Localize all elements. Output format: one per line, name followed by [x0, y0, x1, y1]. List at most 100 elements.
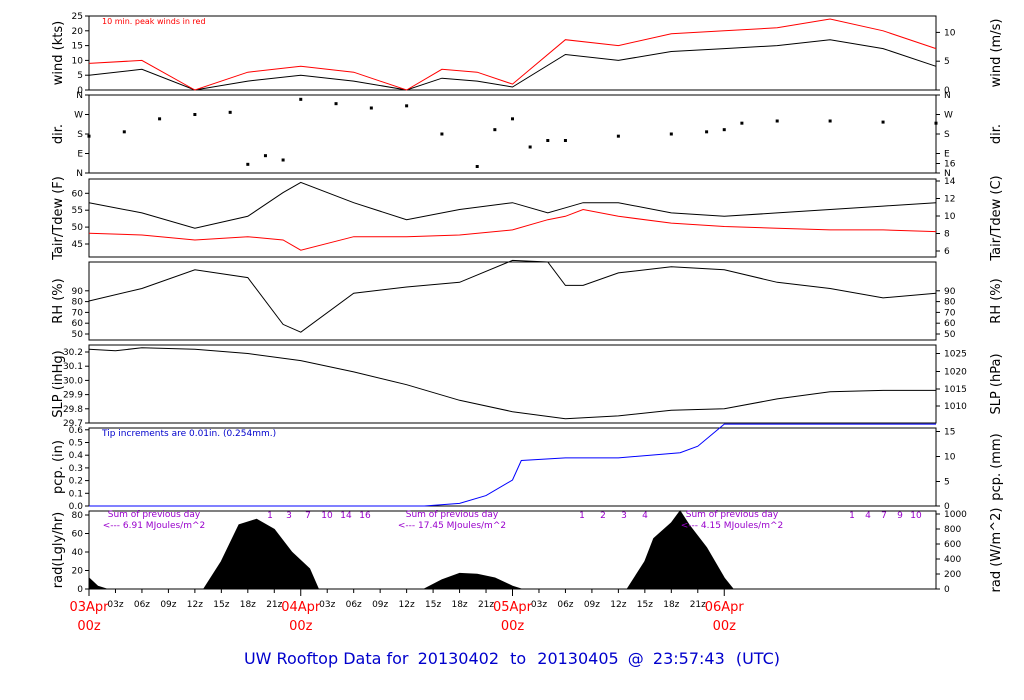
- y-axis-label-right: rad (W/m^2): [989, 508, 1004, 593]
- x-date-hour: 00z: [713, 619, 737, 634]
- y-tick-label: 25: [72, 12, 83, 22]
- series-wind: [88, 39, 937, 91]
- x-tick-label: 09z: [584, 600, 600, 610]
- series-Tair: [88, 181, 937, 229]
- y-tick-label: S: [77, 130, 83, 140]
- panel-annotation: 10 min. peak winds in red: [102, 17, 206, 26]
- y-tick-label-right: 800: [944, 525, 961, 535]
- rad-sum-label: Sum of previous day: [108, 510, 201, 520]
- y-tick-label-right: 1000: [944, 510, 967, 520]
- y-axis-label-right: RH (%): [989, 278, 1004, 323]
- rad-sum-value: <--- 4.15 MJoules/m^2: [681, 521, 783, 531]
- panel-slp: 29.7 29.8 29.9 30.0 30.1 30.2 1010 1015 1020 1025…: [51, 344, 1004, 429]
- x-tick-label: 06z: [134, 600, 150, 610]
- x-tick-label: 06z: [346, 600, 362, 610]
- rad-sum-label: Sum of previous day: [406, 510, 499, 520]
- y-axis-label-right: Tair/Tdew (C): [989, 175, 1004, 261]
- data-point: [934, 121, 938, 125]
- y-tick-label: N: [76, 169, 83, 179]
- x-tick-label: 15z: [637, 600, 653, 610]
- y-tick-label: 29.7: [63, 419, 83, 429]
- data-point: [158, 117, 162, 121]
- y-axis-label: SLP (inHg): [51, 350, 66, 418]
- x-axis: 03z 06z 09z 12z 15z 18z 21z 03z 06z 09z 12z 15z 18z 2…: [69, 589, 744, 634]
- y-axis-label: Tair/Tdew (F): [51, 176, 66, 261]
- x-tick-label: 09z: [372, 600, 388, 610]
- y-tick-label-right: 12: [944, 195, 955, 205]
- panel-wind: 0 5 10 15 20 25 0 5 10 wind (kts) wind (m/s) 10 min…: [51, 12, 1004, 96]
- y-tick-label: 30.0: [63, 376, 83, 386]
- x-tick-label: 21z: [266, 600, 282, 610]
- rad-sum-label: Sum of previous day: [686, 510, 779, 520]
- y-tick-label-right: 400: [944, 555, 961, 565]
- data-point: [722, 128, 726, 132]
- series-Tdew: [88, 208, 937, 251]
- panel-annotation: Tip increments are 0.01in. (0.254mm.): [101, 429, 276, 439]
- y-tick-label: 40: [72, 548, 84, 558]
- y-tick-label-right: 10: [944, 28, 956, 38]
- y-tick-label: 80: [72, 511, 84, 521]
- rad-marker-day2: 3: [621, 511, 627, 521]
- data-point: [87, 134, 91, 138]
- data-point: [299, 97, 303, 101]
- panel-frame: [88, 178, 937, 258]
- x-tick-label: 03z: [531, 600, 547, 610]
- y-tick-label: 55: [72, 206, 83, 216]
- rad-marker-day1: 7: [305, 511, 311, 521]
- y-tick-label: 90: [72, 287, 84, 297]
- x-tick-label: 12z: [610, 600, 626, 610]
- x-tick-label: 12z: [399, 600, 415, 610]
- y-tick-label: 30.1: [63, 362, 83, 372]
- y-tick-label-right: 15: [944, 428, 955, 438]
- panel-temp: 45 50 55 60 6 8 10 12 14 16 Tair/Tdew (F) Tair/Tdew…: [51, 160, 1004, 262]
- x-tick-label: 21z: [690, 600, 706, 610]
- y-tick-label: N: [76, 91, 83, 101]
- footer-title: UW Rooftop Data for 20130402 to 20130405…: [244, 649, 780, 668]
- y-tick-label: 70: [72, 308, 84, 318]
- y-tick-label: 5: [77, 71, 83, 81]
- y-tick-label-right: 70: [944, 308, 956, 318]
- y-tick-label: 0.5: [69, 439, 83, 449]
- y-tick-label: 50: [72, 223, 84, 233]
- y-tick-label: 0.0: [69, 502, 84, 512]
- y-tick-label: E: [77, 150, 83, 160]
- x-date-hour: 00z: [501, 619, 525, 634]
- y-tick-label: 29.9: [63, 391, 83, 401]
- series-radiation: [88, 510, 735, 590]
- y-axis-label: rad(Lgly/hr): [51, 512, 66, 588]
- y-tick-label-right: 1010: [944, 402, 967, 412]
- data-point: [616, 134, 620, 138]
- y-tick-label: 20: [72, 27, 84, 37]
- y-tick-label-right: 16: [944, 160, 956, 170]
- data-point: [511, 117, 514, 121]
- panel-frame: [88, 261, 937, 341]
- data-point: [405, 104, 409, 108]
- rad-marker-day3: 4: [865, 511, 871, 521]
- y-tick-label: 0.3: [69, 464, 83, 474]
- y-tick-label-right: 10: [944, 453, 956, 463]
- y-tick-label-right: 1015: [944, 385, 967, 395]
- data-point: [528, 145, 532, 149]
- data-point: [493, 128, 497, 132]
- y-tick-label-right: 60: [944, 319, 956, 329]
- x-tick-label: 18z: [240, 600, 256, 610]
- data-point: [228, 110, 232, 114]
- x-tick-label: 15z: [213, 600, 229, 610]
- y-tick-label: 0.4: [69, 451, 84, 461]
- y-tick-label-right: 600: [944, 540, 961, 550]
- rad-marker-day3: 9: [897, 511, 903, 521]
- x-date-label: 05Apr: [493, 600, 533, 615]
- rad-marker-day1: 14: [340, 511, 352, 521]
- series-precip: [89, 423, 936, 507]
- y-tick-label: 15: [72, 42, 83, 52]
- y-axis-label-right: SLP (hPa): [989, 353, 1004, 414]
- x-tick-label: 06z: [557, 600, 573, 610]
- panel-frame: [88, 94, 937, 174]
- y-tick-label-right: 5: [944, 57, 950, 67]
- rad-marker-day1: 10: [321, 511, 333, 521]
- y-tick-label: 50: [72, 330, 84, 340]
- y-axis-label-right: wind (m/s): [989, 19, 1004, 88]
- y-tick-label: 60: [72, 530, 84, 540]
- x-tick-label: 21z: [478, 600, 494, 610]
